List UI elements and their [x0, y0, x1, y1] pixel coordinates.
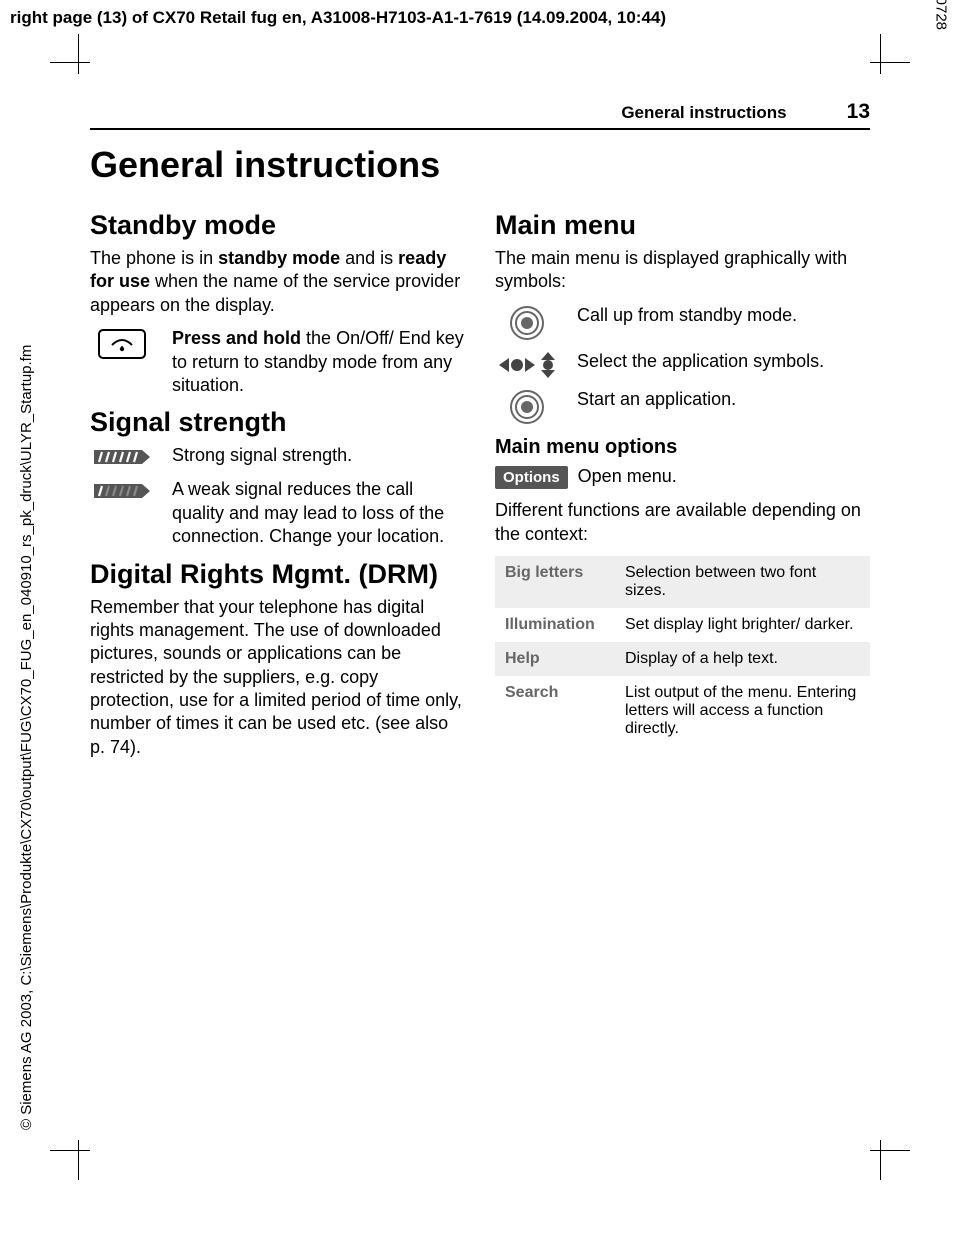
joystick-nav-icon: [495, 350, 559, 378]
mainmenu-intro: The main menu is displayed graphically w…: [495, 247, 870, 294]
crop-mark: [50, 1150, 90, 1151]
crop-mark: [870, 1150, 910, 1151]
right-sidetext: VAR Language: en; VAR issue date: 040728: [933, 0, 950, 30]
mainmenu-r3: Start an application.: [577, 388, 870, 411]
options-table: Big lettersSelection between two font si…: [495, 556, 870, 746]
page-content: General instructions 13 General instruct…: [90, 100, 870, 769]
crop-mark: [50, 62, 90, 63]
crop-mark: [880, 1140, 881, 1180]
page-title: General instructions: [90, 144, 870, 186]
top-header: right page (13) of CX70 Retail fug en, A…: [10, 8, 666, 28]
option-key: Search: [495, 676, 615, 746]
signal-weak-text: A weak signal reduces the call quality a…: [172, 478, 465, 548]
option-value: List output of the menu. Entering letter…: [615, 676, 870, 746]
end-key-icon: [90, 327, 154, 359]
options-line: Options Open menu.: [495, 465, 870, 490]
options-badge-text: Open menu.: [578, 466, 677, 486]
option-key: Big letters: [495, 556, 615, 608]
option-key: Illumination: [495, 608, 615, 642]
heading-drm: Digital Rights Mgmt. (DRM): [90, 559, 465, 590]
page-number: 13: [847, 100, 870, 124]
option-value: Selection between two font sizes.: [615, 556, 870, 608]
mainmenu-r1: Call up from standby mode.: [577, 304, 870, 327]
option-key: Help: [495, 642, 615, 676]
option-value: Display of a help text.: [615, 642, 870, 676]
text: and is: [340, 248, 398, 268]
options-intro: Different functions are available depend…: [495, 499, 870, 546]
options-badge: Options: [495, 466, 568, 490]
signal-strong-text: Strong signal strength.: [172, 444, 465, 467]
option-value: Set display light brighter/ darker.: [615, 608, 870, 642]
crop-mark: [78, 1140, 79, 1180]
heading-standby: Standby mode: [90, 210, 465, 241]
table-row: HelpDisplay of a help text.: [495, 642, 870, 676]
running-title: General instructions: [621, 103, 786, 123]
mainmenu-r2: Select the application symbols.: [577, 350, 870, 373]
running-head: General instructions 13: [90, 100, 870, 130]
right-column: Main menu The main menu is displayed gra…: [495, 204, 870, 769]
end-key-text: Press and hold the On/Off/ End key to re…: [172, 327, 465, 397]
crop-mark: [870, 62, 910, 63]
table-row: SearchList output of the menu. Entering …: [495, 676, 870, 746]
heading-mainmenu: Main menu: [495, 210, 870, 241]
crop-mark: [78, 34, 79, 74]
heading-signal: Signal strength: [90, 407, 465, 438]
drm-body: Remember that your telephone has digital…: [90, 596, 465, 760]
joystick-press-icon: [495, 304, 559, 340]
standby-paragraph: The phone is in standby mode and is read…: [90, 247, 465, 317]
signal-strong-icon: [90, 444, 154, 468]
left-sidetext: © Siemens AG 2003, C:\Siemens\Produkte\C…: [18, 345, 35, 1130]
crop-mark: [880, 34, 881, 74]
table-row: IlluminationSet display light brighter/ …: [495, 608, 870, 642]
left-column: Standby mode The phone is in standby mod…: [90, 204, 465, 769]
text-bold: Press and hold: [172, 328, 301, 348]
text: The phone is in: [90, 248, 218, 268]
heading-mainmenu-options: Main menu options: [495, 436, 870, 459]
signal-weak-icon: [90, 478, 154, 502]
text-bold: standby mode: [218, 248, 340, 268]
table-row: Big lettersSelection between two font si…: [495, 556, 870, 608]
joystick-press-icon: [495, 388, 559, 424]
